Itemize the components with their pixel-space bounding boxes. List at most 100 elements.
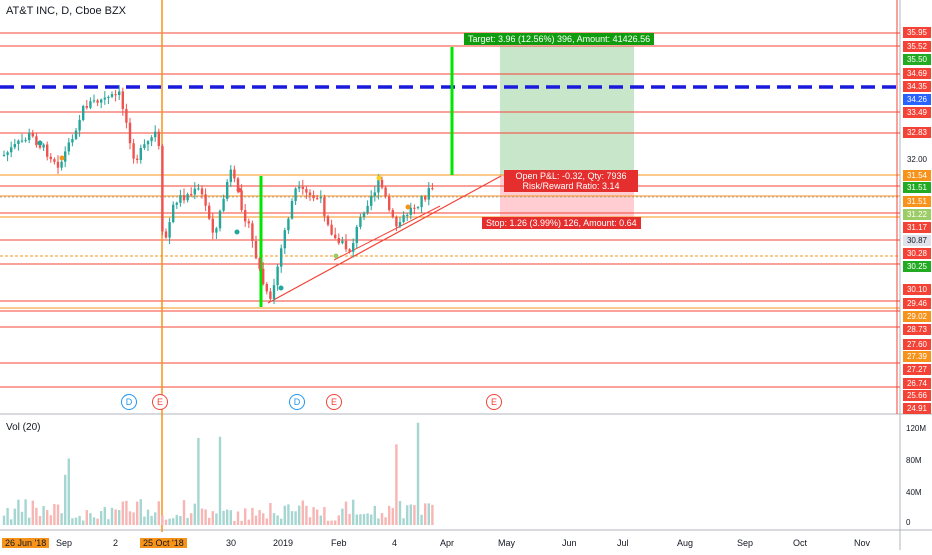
volume-bar [10,519,13,525]
candle-body [316,198,319,200]
volume-bar [46,510,49,525]
candle-body [215,228,218,233]
earnings-event-icon[interactable]: E [152,394,168,410]
volume-bar [42,506,45,525]
candle-body [150,137,153,142]
volume-bar [154,512,157,525]
trend-line-lower[interactable] [333,205,441,261]
earnings-event-icon[interactable]: E [326,394,342,410]
candle-body [49,156,52,160]
stop-label[interactable]: Stop: 1.26 (3.99%) 126, Amount: 0.64 [482,217,641,229]
volume-bar [366,513,369,525]
candle-body [272,285,276,300]
dividend-event-icon[interactable]: D [289,394,305,410]
price-axis-label: 25.66 [903,390,931,401]
volume-bar [150,515,153,525]
candle-body [146,141,150,145]
candle-body [258,258,261,269]
volume-bar [326,520,330,525]
volume-bar [190,513,193,525]
price-axis-label: 32.83 [903,127,931,138]
candle-body [13,144,16,148]
volume-bar [164,519,168,525]
profit-zone[interactable] [500,46,634,175]
trend-line[interactable] [267,175,502,304]
volume-bar [341,508,344,525]
candle-body [190,194,193,196]
candle-body [186,194,189,201]
target-label[interactable]: Target: 3.96 (12.56%) 396, Amount: 41426… [464,33,655,45]
candle-body [330,224,333,235]
time-axis-label: 2019 [273,538,294,548]
volume-bar [92,517,96,525]
candle-body [92,100,96,102]
volume-bar [323,507,326,525]
candle-body [352,242,355,252]
volume-bar [247,519,250,525]
level-lines[interactable] [0,32,900,388]
volume-bar [49,515,52,525]
price-axis-label: 27.27 [903,364,931,375]
candle-body [236,178,240,191]
candle-body [226,181,229,199]
price-axis-label: 33.49 [903,107,931,118]
candle-body [344,240,348,250]
volume-bar [53,504,56,525]
earnings-event-icon[interactable]: E [486,394,502,410]
candle-body [294,188,297,201]
price-axis-label: 35.52 [903,41,931,52]
volume-bar [218,436,222,525]
volume-bar [161,515,164,525]
candle-body [211,218,214,233]
candle-body [308,192,312,196]
volume-bar [208,517,211,525]
dividend-event-icon[interactable]: D [121,394,137,410]
price-axis-label: 31.22 [903,209,931,220]
pnl-box[interactable]: Open P&L: -0.32, Qty: 7936 Risk/Reward R… [504,170,638,192]
price-axis-label: 30.28 [903,248,931,259]
price-axis-label: 35.50 [903,54,931,65]
volume-bar [128,511,132,525]
volume-bar [100,511,103,525]
signal-dot [376,175,382,181]
candle-body [370,196,373,206]
volume-bar [431,504,434,525]
volume-bar [409,504,412,525]
time-axis-label: Apr [440,538,455,548]
candle-body [262,268,265,285]
candle-body [337,238,340,244]
volume-bar [233,520,236,525]
time-axis-label: 4 [392,538,398,548]
volume-bar [395,444,398,525]
volume-bar [28,517,31,525]
volume-bar [85,510,88,525]
price-axis-label: 31.51 [903,196,931,207]
volume-axis-label: 0 [906,518,911,527]
volume-bar [283,505,286,525]
price-axis-label: 30.87 [903,235,931,246]
candle-body [96,100,99,103]
candle-body [355,226,358,243]
volume-bar [35,507,38,525]
time-axis-label: 2 [113,538,119,548]
candle-body [233,169,236,179]
candle-body [204,194,207,206]
volume-bar [254,515,258,525]
candle-body [67,142,70,152]
signal-dot [234,229,240,235]
volume-bar [348,513,351,525]
volume-bar [265,518,268,525]
volume-bar [60,513,63,525]
volume-bar [110,507,114,525]
candle-body [391,210,394,217]
volume-bar [157,501,160,525]
time-axis-label: Aug [677,538,694,548]
candle-body [82,106,85,120]
volume-bar [179,515,182,525]
candle-body [427,188,430,200]
volume-bar [308,517,312,525]
volume-bar [398,500,402,525]
volume-bar [276,515,279,525]
